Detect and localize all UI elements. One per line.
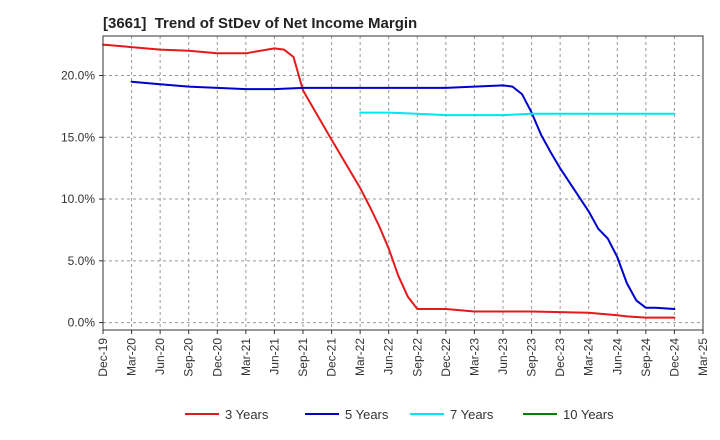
legend: 3 Years 5 Years 7 Years 10 Years — [185, 407, 614, 422]
grid-layer — [102, 36, 704, 330]
series-layer — [102, 43, 676, 319]
x-tick-label: Sep-20 — [182, 338, 196, 377]
x-tick-label: Jun-23 — [496, 338, 510, 375]
legend-label-7-years: 7 Years — [450, 407, 494, 422]
y-tick-label: 15.0% — [61, 130, 95, 144]
y-tick-label: 20.0% — [61, 69, 95, 83]
x-tick-label: Mar-20 — [125, 338, 139, 376]
series-line-5-years — [130, 80, 676, 310]
x-tick-label: Dec-21 — [325, 338, 339, 377]
y-tick-label: 5.0% — [68, 254, 96, 268]
x-tick-label: Sep-21 — [296, 338, 310, 377]
x-tick-label: Mar-21 — [239, 338, 253, 376]
y-tick-label: 10.0% — [61, 192, 95, 206]
x-tick-label: Mar-24 — [582, 338, 596, 376]
legend-label-10-years: 10 Years — [563, 407, 614, 422]
x-tick-label: Dec-23 — [553, 338, 567, 377]
x-tick-label: Mar-25 — [696, 338, 710, 376]
x-tick-label: Mar-23 — [467, 338, 481, 376]
plot-frame — [102, 35, 704, 331]
chart-title: [3661] Trend of StDev of Net Income Marg… — [103, 15, 418, 32]
x-tick-label: Dec-19 — [96, 338, 110, 377]
y-tick-label: 0.0% — [68, 316, 96, 330]
x-tick-label: Dec-22 — [439, 338, 453, 377]
x-tick-label: Mar-22 — [353, 338, 367, 376]
legend-label-5-years: 5 Years — [345, 407, 389, 422]
legend-label-3-years: 3 Years — [225, 407, 269, 422]
y-axis: 0.0% 5.0% 10.0% 15.0% 20.0% — [61, 69, 103, 330]
x-tick-label: Jun-21 — [267, 338, 281, 375]
series-line-7-years — [359, 111, 676, 117]
x-axis: Dec-19 Mar-20 Jun-20 Sep-20 Dec-20 Mar-21 Jun-… — [96, 330, 710, 377]
x-tick-label: Jun-24 — [610, 338, 624, 375]
x-tick-label: Sep-22 — [410, 338, 424, 377]
x-tick-label: Sep-24 — [639, 338, 653, 377]
x-tick-label: Sep-23 — [525, 338, 539, 377]
x-tick-label: Jun-22 — [382, 338, 396, 375]
series-line-3-years — [102, 43, 676, 319]
x-tick-label: Dec-20 — [210, 338, 224, 377]
x-tick-label: Jun-20 — [153, 338, 167, 375]
x-tick-label: Dec-24 — [667, 338, 681, 377]
